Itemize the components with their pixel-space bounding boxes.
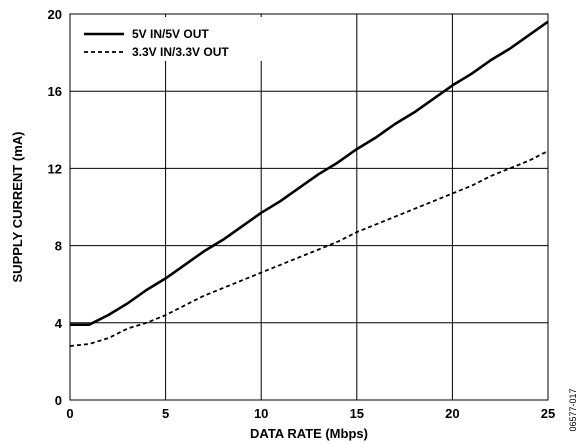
x-tick-labels: 0 5 10 15 20 25 (66, 406, 555, 421)
x-axis-label: DATA RATE (Mbps) (250, 426, 368, 441)
x-tick-label: 15 (350, 406, 364, 421)
y-tick-label: 16 (48, 84, 62, 99)
y-tick-label: 8 (55, 239, 62, 254)
legend-box (73, 17, 293, 61)
series-line-5v (70, 20, 549, 327)
y-tick-label: 0 (55, 393, 62, 408)
x-tick-label: 25 (541, 406, 555, 421)
x-tick-label: 5 (162, 406, 169, 421)
legend-label-5v: 5V IN/5V OUT (132, 27, 209, 41)
plot-frame (69, 13, 549, 401)
y-tick-labels: 0 4 8 12 16 20 (48, 7, 63, 408)
x-tick-label: 10 (254, 406, 268, 421)
series-group (69, 20, 549, 347)
series-line-3v3 (69, 150, 549, 347)
x-tick-label: 20 (445, 406, 459, 421)
legend: 5V IN/5V OUT 3.3V IN/3.3V OUT (73, 17, 293, 61)
grid (70, 14, 548, 400)
y-tick-label: 12 (48, 161, 62, 176)
y-tick-label: 4 (55, 316, 63, 331)
legend-label-3v3: 3.3V IN/3.3V OUT (132, 45, 229, 59)
y-tick-label: 20 (48, 7, 62, 22)
figure-id: 06577-017 (568, 388, 578, 431)
y-axis-label: SUPPLY CURRENT (mA) (10, 132, 25, 283)
x-tick-label: 0 (66, 406, 73, 421)
